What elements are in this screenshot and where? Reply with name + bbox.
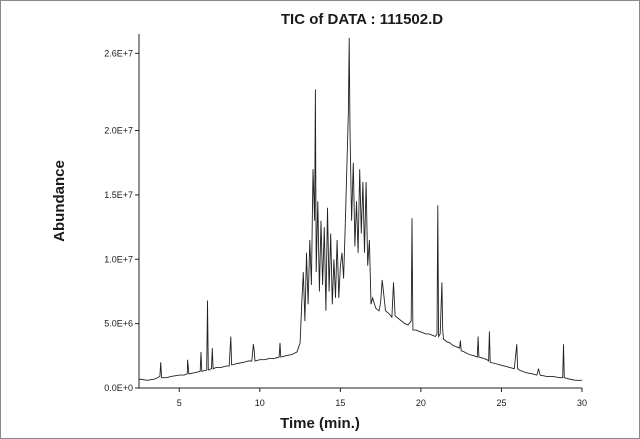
y-axis-label: Abundance xyxy=(51,160,68,242)
x-ticks: 5 10 15 20 25 30 xyxy=(177,388,587,408)
x-tick-label: 30 xyxy=(577,398,587,408)
y-tick-label: 2.6E+7 xyxy=(104,48,133,58)
x-tick-label: 15 xyxy=(335,398,345,408)
y-ticks: 0.0E+0 5.0E+6 1.0E+7 1.5E+7 2.0E+7 2.6E+7 xyxy=(104,48,139,393)
x-tick-label: 10 xyxy=(255,398,265,408)
y-tick-label: 1.5E+7 xyxy=(104,190,133,200)
y-tick-label: 1.0E+7 xyxy=(104,254,133,264)
x-tick-label: 25 xyxy=(496,398,506,408)
chart-title: TIC of DATA : 111502.D xyxy=(281,11,443,28)
x-tick-label: 20 xyxy=(416,398,426,408)
series-line-tic xyxy=(138,37,582,381)
y-tick-label: 0.0E+0 xyxy=(104,383,133,393)
plot-area: 0.0E+0 5.0E+6 1.0E+7 1.5E+7 2.0E+7 2.6E+7 5 10… xyxy=(104,34,587,408)
y-tick-label: 2.0E+7 xyxy=(104,126,133,136)
x-axis-label: Time (min.) xyxy=(280,415,360,432)
x-tick-label: 5 xyxy=(177,398,182,408)
y-tick-label: 5.0E+6 xyxy=(104,319,133,329)
